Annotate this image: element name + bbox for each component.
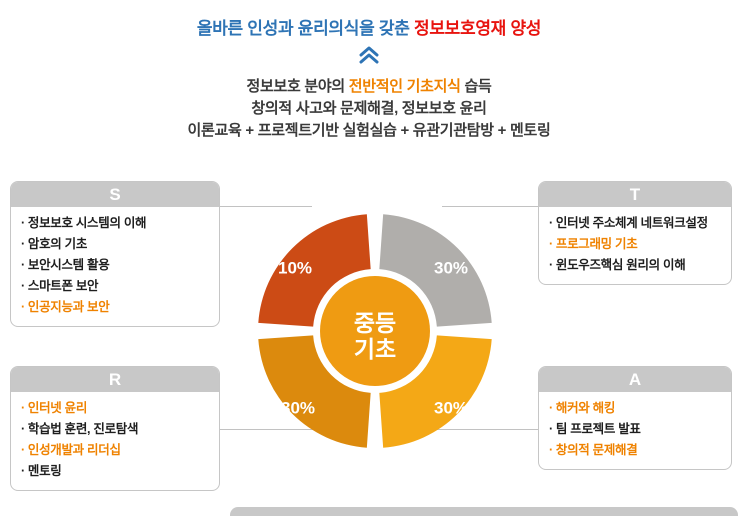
bullet: · [549, 237, 553, 251]
list-item: · 보안시스템 활용 [21, 255, 213, 276]
box-r-header: R [11, 367, 219, 392]
list-item: · 해커와 해킹 [549, 398, 725, 419]
summary-line-3: 이론교육 + 프로젝트기반 실험실습 + 유관기관탐방 + 멘토링 [187, 122, 551, 139]
donut-label-bottom-left: 30% [281, 398, 315, 417]
box-r: R · 인터넷 윤리 · 학습법 훈련, 진로탐색 · 인성개발과 리더십 · 멘토링 [10, 366, 220, 491]
donut-segment-bottom-left [258, 335, 371, 448]
box-a-list: · 해커와 해킹 · 팀 프로젝트 발표 · 창의적 문제해결 [539, 398, 731, 461]
bullet: · [21, 422, 25, 436]
list-item-label: 보안시스템 활용 [27, 258, 110, 272]
list-item-label: 윈도우즈핵심 원리의 이해 [555, 258, 686, 272]
donut-chart: 10% 30% 30% 30% 중등 기초 [250, 206, 500, 456]
title-main: 올바른 인성과 윤리의식을 갖춘 [196, 19, 414, 38]
list-item: · 인터넷 윤리 [21, 398, 213, 419]
bullet: · [549, 422, 553, 436]
summary-line-1-highlight: 전반적인 기초지식 [348, 78, 461, 95]
connector-line-a [436, 429, 539, 430]
list-item-label: 암호의 기초 [27, 237, 88, 251]
list-item: · 프로그래밍 기초 [549, 234, 725, 255]
list-item-label: 정보보호 시스템의 이해 [27, 216, 147, 230]
bullet: · [21, 258, 25, 272]
connector-line-t [442, 206, 539, 207]
list-item: · 인터넷 주소체계 네트워크설정 [549, 213, 725, 234]
bullet: · [21, 237, 25, 251]
bullet: · [21, 464, 25, 478]
donut-label-bottom-right: 30% [434, 398, 468, 417]
page-title: 올바른 인성과 윤리의식을 갖춘 정보보호영재 양성 [0, 14, 738, 39]
summary-line-2: 창의적 사고와 문제해결, 정보보호 윤리 [251, 100, 487, 117]
connector-line-s [217, 206, 312, 207]
donut-segment-bottom-right [379, 335, 492, 448]
list-item: · 멘토링 [21, 461, 213, 482]
summary-line-1: 정보보호 분야의 전반적인 기초지식 습득 [0, 76, 738, 98]
bullet: · [549, 443, 553, 457]
list-item-label: 인터넷 윤리 [27, 401, 88, 415]
summary-line-1-pre: 정보보호 분야의 [246, 78, 349, 95]
list-item-label: 인공지능과 보안 [27, 300, 110, 314]
list-item-label: 멘토링 [27, 464, 62, 478]
list-item-label: 인터넷 주소체계 네트워크설정 [555, 216, 708, 230]
list-item-label: 팀 프로젝트 발표 [555, 422, 641, 436]
list-item: · 윈도우즈핵심 원리의 이해 [549, 255, 725, 276]
box-t-header: T [539, 182, 731, 207]
list-item: · 인성개발과 리더십 [21, 440, 213, 461]
box-t-list: · 인터넷 주소체계 네트워크설정 · 프로그래밍 기초 · 윈도우즈핵심 원리의 이… [539, 213, 731, 276]
list-item: · 암호의 기초 [21, 234, 213, 255]
bullet: · [21, 216, 25, 230]
box-r-list: · 인터넷 윤리 · 학습법 훈련, 진로탐색 · 인성개발과 리더십 · 멘토링 [11, 398, 219, 482]
box-a-header: A [539, 367, 731, 392]
donut-center-line-2: 기초 [354, 336, 396, 362]
list-item-label: 스마트폰 보안 [27, 279, 99, 293]
bottom-partial-header-bar [230, 507, 738, 516]
donut-segment-top-right [379, 214, 492, 327]
bullet: · [21, 300, 25, 314]
list-item: · 스마트폰 보안 [21, 276, 213, 297]
list-item: · 창의적 문제해결 [549, 440, 725, 461]
bullet: · [21, 401, 25, 415]
bullet: · [21, 443, 25, 457]
donut-segment-top-left [258, 214, 371, 327]
box-t: T · 인터넷 주소체계 네트워크설정 · 프로그래밍 기초 · 윈도우즈핵심 원리의… [538, 181, 732, 285]
list-item-label: 창의적 문제해결 [555, 443, 638, 457]
summary-text: 정보보호 분야의 전반적인 기초지식 습득 창의적 사고와 문제해결, 정보보호… [0, 76, 738, 142]
bullet: · [549, 258, 553, 272]
box-s: S · 정보보호 시스템의 이해 · 암호의 기초 · 보안시스템 활용 · 스마트폰 … [10, 181, 220, 327]
donut-center-line-1: 중등 [354, 310, 396, 336]
list-item: · 인공지능과 보안 [21, 297, 213, 318]
donut-label-top-right: 30% [434, 258, 468, 277]
list-item: · 학습법 훈련, 진로탐색 [21, 419, 213, 440]
donut-label-top-left: 10% [278, 258, 312, 277]
list-item-label: 학습법 훈련, 진로탐색 [27, 422, 139, 436]
title-highlight: 정보보호영재 양성 [413, 19, 542, 38]
bullet: · [549, 216, 553, 230]
list-item: · 정보보호 시스템의 이해 [21, 213, 213, 234]
list-item-label: 인성개발과 리더십 [27, 443, 121, 457]
box-a: A · 해커와 해킹 · 팀 프로젝트 발표 · 창의적 문제해결 [538, 366, 732, 470]
summary-line-1-post: 습득 [460, 78, 492, 95]
list-item-label: 프로그래밍 기초 [555, 237, 638, 251]
donut-center-circle [320, 276, 430, 386]
connector-line-r [217, 429, 315, 430]
box-s-header: S [11, 182, 219, 207]
box-s-list: · 정보보호 시스템의 이해 · 암호의 기초 · 보안시스템 활용 · 스마트폰 보안… [11, 213, 219, 318]
bullet: · [549, 401, 553, 415]
bullet: · [21, 279, 25, 293]
list-item: · 팀 프로젝트 발표 [549, 419, 725, 440]
list-item-label: 해커와 해킹 [555, 401, 616, 415]
double-chevron-up-icon [0, 46, 738, 64]
